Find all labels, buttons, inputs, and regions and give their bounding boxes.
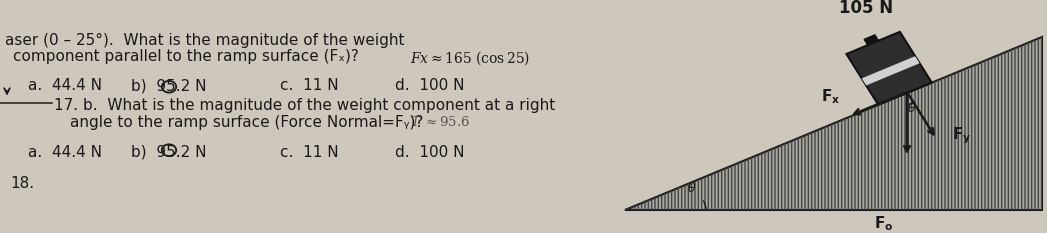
Text: $\mathbf{F_x}$: $\mathbf{F_x}$ xyxy=(822,88,841,106)
Polygon shape xyxy=(862,56,919,86)
Text: $Fx \approx 165\ (\cos 25)$: $Fx \approx 165\ (\cos 25)$ xyxy=(410,49,530,67)
Text: angle to the ramp surface (Force Normal=Fᵧ)?: angle to the ramp surface (Force Normal=… xyxy=(70,115,423,130)
Text: $\theta$: $\theta$ xyxy=(907,101,916,115)
Polygon shape xyxy=(625,37,1042,210)
Text: $\theta$: $\theta$ xyxy=(687,181,696,195)
Text: a.  44.4 N: a. 44.4 N xyxy=(28,145,102,160)
Text: 105 N: 105 N xyxy=(840,0,893,17)
Text: component parallel to the ramp surface (Fₓ)?: component parallel to the ramp surface (… xyxy=(13,49,359,64)
Text: c.  11 N: c. 11 N xyxy=(280,78,338,93)
Text: $T\ \approx 95.6$: $T\ \approx 95.6$ xyxy=(410,115,470,129)
Text: $\mathbf{F_o}$: $\mathbf{F_o}$ xyxy=(874,214,893,233)
Text: b)  95.2 N: b) 95.2 N xyxy=(131,78,206,93)
Text: b)  95.2 N: b) 95.2 N xyxy=(131,145,206,160)
Polygon shape xyxy=(864,35,878,45)
Text: 18.: 18. xyxy=(10,176,35,191)
Text: 17. b.  What is the magnitude of the weight component at a right: 17. b. What is the magnitude of the weig… xyxy=(54,98,555,113)
Text: c.  11 N: c. 11 N xyxy=(280,145,338,160)
Text: d.  100 N: d. 100 N xyxy=(395,78,465,93)
Polygon shape xyxy=(846,32,932,105)
Text: $\mathbf{F_y}$: $\mathbf{F_y}$ xyxy=(952,126,971,146)
Text: d.  100 N: d. 100 N xyxy=(395,145,465,160)
Text: aser (0 – 25°).  What is the magnitude of the weight: aser (0 – 25°). What is the magnitude of… xyxy=(5,33,404,48)
Text: a.  44.4 N: a. 44.4 N xyxy=(28,78,102,93)
